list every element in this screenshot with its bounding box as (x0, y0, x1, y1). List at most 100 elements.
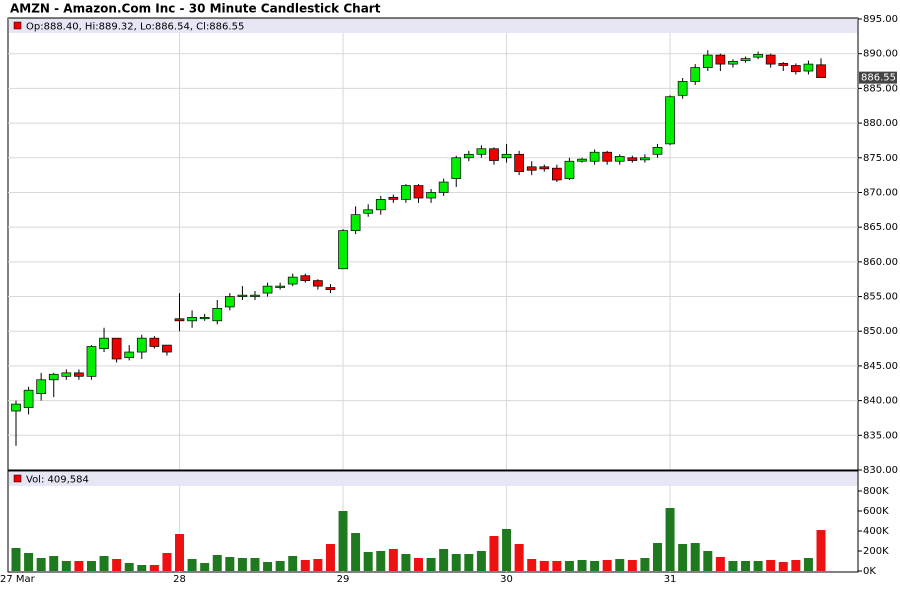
volume-bar (187, 559, 197, 571)
legend-icon (13, 474, 22, 483)
volume-bar (615, 559, 625, 571)
candle-body (690, 67, 701, 82)
volume-bar (388, 549, 398, 571)
volume-bar (11, 548, 21, 571)
volume-bar (225, 557, 235, 571)
candle-body (149, 337, 160, 347)
candle-body (162, 344, 172, 353)
candle-body (489, 148, 499, 161)
volume-bar (137, 565, 147, 571)
candle-body (614, 156, 625, 162)
volume-bar (703, 551, 713, 571)
candle-body (61, 372, 72, 377)
x-tick-label: 31 (664, 574, 677, 585)
volume-bar (112, 559, 122, 571)
volume-bar (275, 561, 285, 571)
candle-body (313, 280, 323, 287)
volume-bar (313, 559, 323, 571)
y-tick-label: 870.00 (863, 187, 898, 198)
volume-bar (325, 544, 335, 571)
volume-bar (678, 544, 688, 571)
volume-bar (464, 554, 474, 571)
candle-body (501, 153, 512, 159)
candle-body (640, 157, 650, 161)
y-tick-label: 875.00 (863, 153, 898, 164)
volume-bar (514, 544, 524, 571)
candle-body (36, 379, 47, 395)
candle-body (363, 209, 374, 214)
candle-body (287, 276, 298, 285)
volume-bar (552, 561, 562, 571)
volume-bar (665, 508, 675, 571)
y-tick-label: 885.00 (863, 83, 898, 94)
candle-body (388, 196, 399, 200)
candle-body (375, 199, 386, 211)
volume-legend-strip (9, 472, 857, 486)
candle-body (514, 153, 524, 172)
candle-body (275, 285, 285, 288)
candle-body (426, 192, 436, 199)
y-tick-label: 895.00 (863, 14, 898, 25)
y-tick-label: 830.00 (863, 465, 898, 476)
candle-body (627, 157, 638, 161)
candle-body (262, 285, 273, 294)
volume-bar (502, 529, 512, 571)
candle-body (765, 54, 776, 65)
candle-body (325, 287, 336, 290)
candle-body (753, 54, 763, 58)
volume-bar (652, 543, 662, 571)
volume-bar (803, 558, 813, 571)
candle-body (338, 230, 348, 270)
volume-bar (489, 536, 499, 571)
volume-tick-label: 0K (863, 566, 876, 577)
candle-body (187, 317, 197, 322)
volume-tick-label: 200K (863, 546, 889, 557)
volume-bar (476, 551, 486, 571)
volume-bar (200, 563, 210, 571)
volume-bar (351, 533, 361, 571)
candle-body (552, 167, 562, 181)
volume-bar (212, 555, 222, 571)
volume-bar (627, 560, 637, 571)
candle-body (715, 54, 726, 65)
volume-bar (426, 558, 436, 571)
volume-bar (766, 560, 776, 571)
volume-tick-label: 800K (863, 486, 889, 497)
volume-bar (99, 556, 109, 571)
legend-strip (9, 19, 857, 33)
volume-bar (539, 561, 549, 571)
volume-bar (791, 560, 801, 571)
volume-bar (741, 561, 751, 571)
candle-body (136, 337, 147, 353)
candle-body (111, 337, 122, 360)
volume-bar (338, 511, 348, 571)
volume-bar (149, 565, 159, 571)
candle-body (677, 81, 688, 96)
candle-body (438, 181, 449, 193)
volume-bar (237, 558, 247, 571)
volume-bar (753, 561, 763, 571)
x-tick-label: 30 (500, 574, 513, 585)
volume-bar (439, 549, 449, 571)
y-tick-label: 890.00 (863, 49, 898, 60)
y-tick-label: 850.00 (863, 326, 898, 337)
legend-icon (13, 21, 22, 30)
candle-body (790, 65, 801, 73)
volume-bar (816, 530, 826, 571)
volume-bar (74, 561, 84, 571)
y-tick-label: 840.00 (863, 396, 898, 407)
candle-body (174, 318, 185, 322)
volume-bar (288, 556, 298, 571)
candle-body (48, 373, 59, 381)
volume-bar (263, 562, 273, 571)
y-tick-label: 865.00 (863, 222, 898, 233)
candle-body (728, 60, 738, 65)
candle-body (589, 151, 600, 162)
volume-bar (175, 534, 185, 571)
y-tick-label: 835.00 (863, 430, 898, 441)
candle-body (665, 96, 675, 145)
candle-body (816, 64, 826, 78)
volume-bar (250, 558, 260, 571)
volume-bar (577, 560, 587, 571)
